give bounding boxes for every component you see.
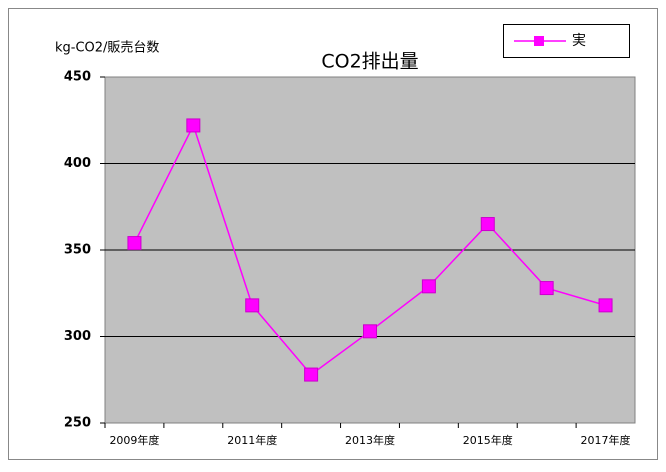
y-axis-label: kg-CO2/販売台数 <box>55 40 159 56</box>
legend-marker <box>534 36 544 46</box>
marker <box>245 298 260 313</box>
y-tick-label: 450 <box>64 70 91 85</box>
chart-title: CO2排出量 <box>321 51 418 73</box>
y-tick-label: 400 <box>64 156 91 171</box>
x-tick-label: 2015年度 <box>463 433 513 447</box>
x-tick-label: 2013年度 <box>345 433 395 447</box>
y-tick-label: 300 <box>64 329 91 344</box>
marker <box>480 217 495 232</box>
y-tick-label: 250 <box>64 416 91 431</box>
marker <box>363 324 377 339</box>
x-tick-label: 2011年度 <box>227 433 277 447</box>
legend-label: 実 <box>572 33 586 49</box>
marker <box>304 367 319 382</box>
marker <box>186 118 201 133</box>
marker <box>598 298 613 313</box>
x-tick-label: 2009年度 <box>109 433 159 447</box>
marker <box>421 279 436 294</box>
y-tick-label: 350 <box>64 243 91 258</box>
marker <box>127 236 142 251</box>
marker <box>539 281 554 296</box>
x-tick-label: 2017年度 <box>581 433 631 447</box>
